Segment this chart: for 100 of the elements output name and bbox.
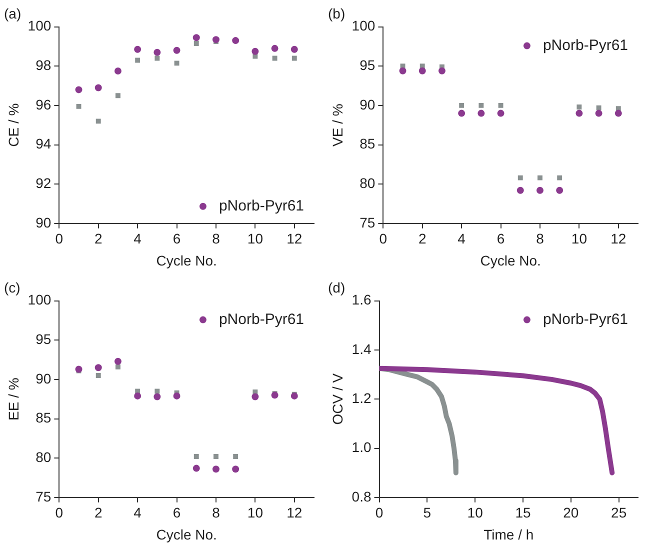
y-axis-title: CE / % — [5, 103, 22, 147]
point — [115, 364, 120, 370]
y-tick-label: 100 — [28, 292, 52, 308]
point — [536, 186, 544, 194]
x-tick-label: 12 — [286, 504, 302, 521]
point — [497, 110, 504, 117]
point — [134, 392, 142, 400]
point — [596, 105, 602, 110]
y-tick-label: 98 — [36, 56, 52, 73]
point — [115, 93, 120, 98]
point — [76, 104, 82, 109]
point — [94, 364, 102, 372]
x-tick-label: 2 — [94, 504, 102, 521]
point — [292, 56, 297, 61]
y-tick-label: 92 — [36, 174, 52, 191]
x-tick-label: 12 — [610, 230, 626, 247]
point — [212, 466, 220, 473]
x-axis-title: Cycle No. — [480, 252, 541, 268]
x-tick-label: 0 — [55, 504, 64, 521]
x-tick-label: 2 — [418, 230, 426, 247]
point — [173, 392, 180, 400]
point — [232, 37, 240, 44]
y-tick-label: 80 — [36, 448, 52, 465]
legend-label: pNorb-Pyr61 — [542, 310, 628, 328]
point — [75, 86, 82, 94]
point — [576, 110, 583, 117]
point — [192, 464, 200, 472]
y-axis-title: EE / % — [5, 378, 22, 420]
point — [173, 46, 180, 54]
point — [272, 56, 278, 61]
point — [614, 110, 622, 117]
x-tick-label: 0 — [375, 504, 384, 521]
point — [135, 58, 140, 63]
point — [114, 358, 122, 365]
y-tick-label: 1.6 — [352, 292, 372, 308]
chart-title: (b) — [328, 5, 346, 22]
point — [271, 44, 278, 52]
point — [478, 110, 485, 117]
x-tick-label: 2 — [94, 230, 102, 247]
point — [214, 454, 218, 459]
y-tick-label: 90 — [36, 214, 52, 230]
x-axis-title: Time / h — [484, 526, 534, 542]
x-tick-label: 6 — [172, 504, 181, 521]
point — [290, 46, 298, 53]
point — [174, 60, 180, 66]
x-tick-label: 12 — [286, 230, 302, 247]
point — [252, 48, 259, 55]
y-tick-label: 94 — [36, 136, 52, 152]
point — [96, 373, 101, 378]
y-axis-title: OCV / V — [329, 372, 346, 425]
y-axis-title: VE / % — [329, 104, 346, 146]
point — [233, 454, 238, 459]
point — [538, 175, 542, 180]
y-tick-label: 90 — [36, 370, 52, 386]
y-tick-label: 75 — [36, 488, 52, 504]
y-tick-label: 1.0 — [352, 439, 372, 456]
x-tick-label: 10 — [247, 230, 264, 247]
chart-title: (c) — [4, 279, 20, 296]
y-tick-label: 85 — [360, 136, 376, 152]
point — [556, 186, 564, 194]
point — [438, 67, 446, 74]
point — [194, 454, 199, 459]
point — [271, 392, 278, 399]
point — [154, 56, 160, 61]
point — [518, 175, 523, 180]
point — [154, 393, 161, 400]
point — [114, 68, 122, 75]
legend-label: pNorb-Pyr61 — [542, 36, 628, 54]
point — [576, 104, 582, 110]
point — [192, 34, 200, 42]
x-tick-label: 8 — [212, 230, 220, 247]
x-tick-label: 4 — [458, 230, 466, 247]
x-tick-label: 10 — [571, 230, 588, 247]
point — [194, 41, 199, 46]
point — [154, 388, 160, 394]
point — [478, 102, 484, 108]
point — [154, 48, 161, 56]
point — [498, 102, 504, 108]
point — [94, 84, 102, 92]
y-tick-label: 96 — [36, 96, 52, 112]
x-tick-label: 6 — [496, 230, 505, 247]
x-tick-label: 8 — [536, 230, 544, 247]
chart-title: (a) — [4, 5, 22, 22]
y-tick-label: 100 — [28, 18, 52, 34]
x-axis-title: Cycle No. — [156, 252, 217, 268]
point — [75, 366, 82, 373]
y-tick-label: 90 — [360, 96, 376, 112]
y-tick-label: 95 — [36, 330, 52, 347]
x-tick-label: 4 — [134, 504, 142, 521]
point — [212, 36, 220, 44]
point — [418, 67, 426, 74]
point — [134, 46, 142, 53]
x-tick-label: 25 — [611, 504, 627, 521]
point — [458, 110, 466, 117]
x-tick-label: 15 — [515, 504, 531, 521]
x-tick-label: 0 — [55, 230, 64, 247]
y-tick-label: 85 — [36, 410, 52, 426]
x-tick-label: 5 — [423, 504, 432, 521]
x-axis-title: Cycle No. — [156, 526, 217, 542]
point — [595, 110, 602, 117]
